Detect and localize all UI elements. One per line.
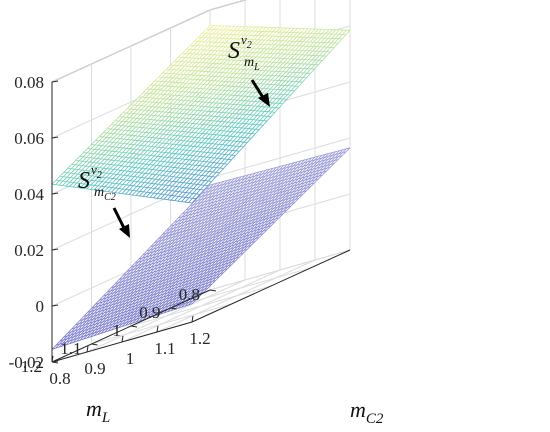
z-tick-label: -0.02 [9, 353, 44, 372]
x-axis-label: mC2 [350, 397, 384, 427]
axis-ticks: 0.08 0.06 0.04 0.02 0 -0.02 0.8 0.9 1 1.1 1.2 0.8 0.… [9, 73, 217, 388]
z-tick-label: 0.04 [14, 185, 44, 204]
z-tick-label: 0.06 [14, 129, 44, 148]
y-tick-label: 0.9 [139, 303, 160, 322]
y-axis-label: mL [86, 396, 110, 426]
x-tick-label: 0.9 [84, 359, 105, 378]
annotation-arrow-s-ml [250, 79, 270, 107]
z-tick-label: 0.02 [14, 241, 44, 260]
y-tick-label: 1 [113, 321, 122, 340]
series-label-s-mc2: Sv2 mC2 [78, 162, 116, 203]
x-tick-label: 1.1 [154, 339, 175, 358]
x-tick-label: 1.2 [189, 329, 210, 348]
y-tick-label: 0.8 [179, 285, 200, 304]
surface-s-ml [51, 25, 351, 204]
series-label-s-ml: Sv2 mL [228, 32, 260, 73]
annotation-arrow-s-mc2 [112, 207, 130, 238]
y-tick-label: 1.1 [60, 339, 81, 358]
y-tick-label: 1.2 [21, 357, 42, 376]
x-tick-label: 0.8 [49, 369, 70, 388]
x-tick-label: 1 [126, 349, 135, 368]
z-tick-label: 0.08 [14, 73, 44, 92]
surface-s-mc2 [51, 147, 351, 350]
z-tick-label: 0 [36, 297, 45, 316]
